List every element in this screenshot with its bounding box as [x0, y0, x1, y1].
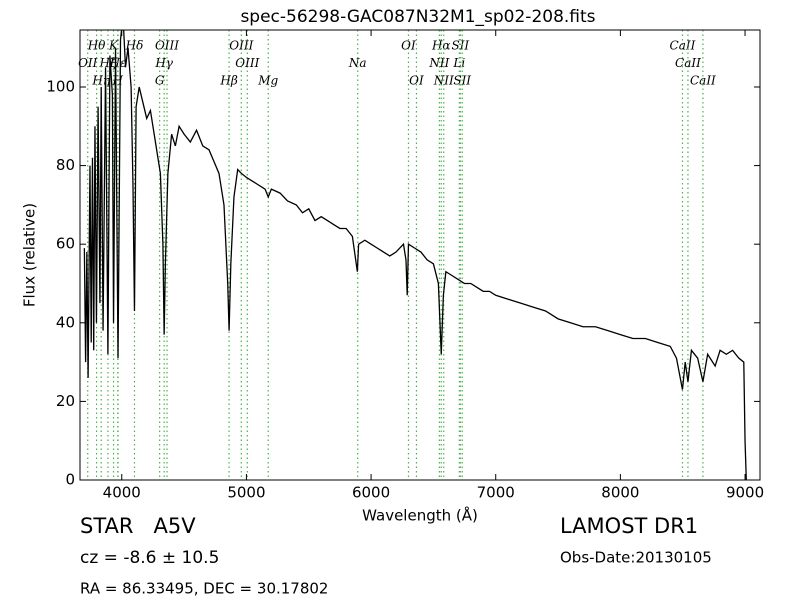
spectral-line-label: OIII: [229, 39, 253, 53]
spectral-line-label: Hα: [431, 39, 451, 53]
spectral-line-label: Hδ: [125, 39, 144, 53]
spectral-line-label: SII: [453, 74, 471, 88]
spectral-line-label: Mg: [257, 74, 278, 88]
spectral-line-label: H: [112, 74, 124, 88]
y-tick-label: 0: [65, 471, 75, 489]
spectral-line-label: Hγ: [154, 56, 173, 70]
redshift: cz = -8.6 ± 10.5: [80, 548, 219, 568]
spectral-line-label: OI: [401, 39, 416, 53]
spectrum-line: [83, 30, 747, 480]
spectral-line-label: CaII: [675, 56, 701, 70]
y-tick-label: 40: [56, 313, 75, 331]
data-release: LAMOST DR1: [560, 514, 698, 538]
spectral-line-label: CaII: [690, 74, 716, 88]
spectral-line-label: Hθ: [87, 39, 106, 53]
spectral-line-label: NII: [433, 74, 454, 88]
chart-title: spec-56298-GAC087N32M1_sp02-208.fits: [240, 7, 595, 27]
x-axis-label: Wavelength (Å): [362, 506, 478, 525]
spectral-line-label: CaII: [670, 39, 696, 53]
spectral-line-label: OI: [409, 74, 424, 88]
coordinates: RA = 86.33495, DEC = 30.17802: [80, 580, 328, 598]
object-class: STAR A5V: [80, 514, 196, 538]
spectral-line-label: K: [108, 39, 119, 53]
spectral-line-label: G: [155, 74, 165, 88]
spectral-line-label: Hη: [91, 74, 110, 88]
spectral-line-label: Hβ: [219, 74, 237, 88]
spectral-line-label: Na: [348, 56, 367, 70]
y-tick-label: 80: [56, 156, 75, 174]
x-tick-label: 6000: [352, 484, 390, 502]
spectral-line-label: SII: [451, 39, 469, 53]
y-tick-label: 100: [46, 77, 75, 95]
spectral-line-label: NII: [428, 56, 449, 70]
y-tick-label: 60: [56, 235, 75, 253]
obs-date: Obs-Date:20130105: [560, 549, 712, 567]
x-tick-label: 8000: [601, 484, 639, 502]
spectral-line-label: Hζ: [98, 56, 117, 70]
y-tick-label: 20: [56, 392, 75, 410]
spectral-line-label: OIII: [155, 39, 179, 53]
plot-frame: [79, 29, 761, 481]
spectral-line-label: OII: [78, 56, 98, 70]
x-tick-label: 7000: [477, 484, 515, 502]
x-tick-label: 5000: [227, 484, 265, 502]
x-tick-label: 4000: [103, 484, 141, 502]
x-tick-label: 9000: [726, 484, 764, 502]
y-axis-label: Flux (relative): [21, 203, 39, 307]
spectral-line-label: OIII: [235, 56, 259, 70]
spectral-line-label: Li: [452, 56, 465, 70]
